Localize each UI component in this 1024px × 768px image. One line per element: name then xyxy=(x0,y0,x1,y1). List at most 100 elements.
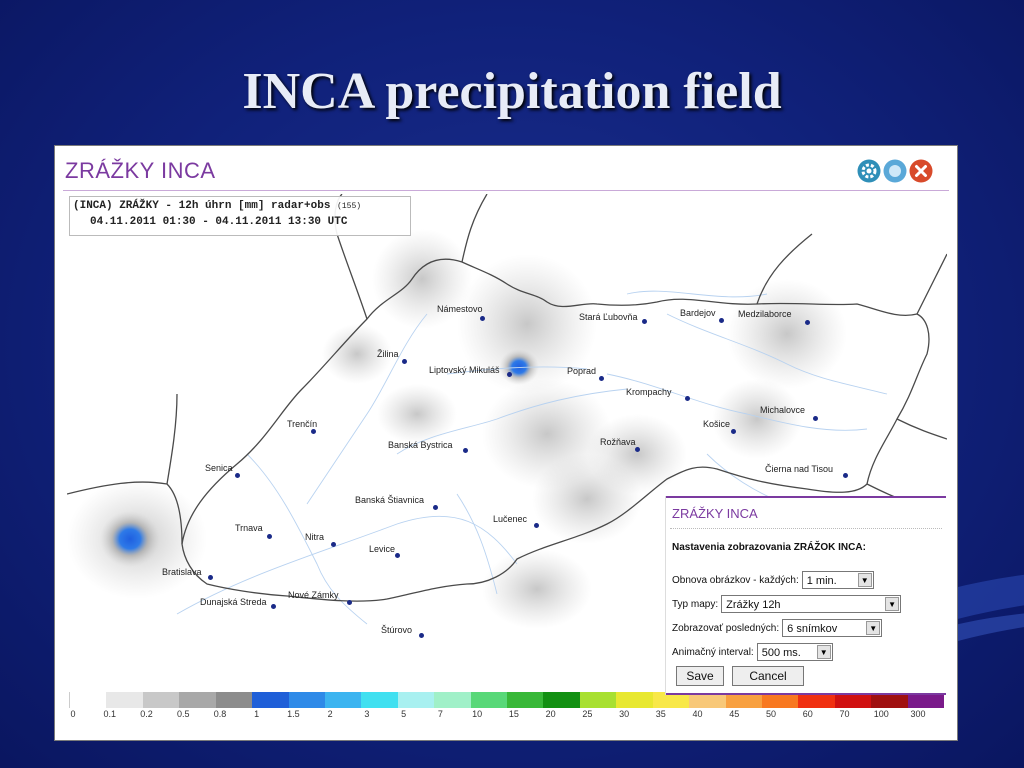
frame-count-value: 6 snímkov xyxy=(787,623,838,635)
city-label: Bardejov xyxy=(680,308,716,318)
city-marker xyxy=(843,473,848,478)
city-marker xyxy=(731,429,736,434)
legend-label: 100 xyxy=(873,709,889,719)
legend-swatch xyxy=(907,692,945,708)
legend-label: 70 xyxy=(839,709,850,719)
settings-panel: ZRÁŽKY INCA Nastavenia zobrazovania ZRÁŽ… xyxy=(666,496,946,695)
city-label: Levice xyxy=(369,544,396,554)
legend-swatch xyxy=(252,692,289,708)
city-label: Stará Ľubovňa xyxy=(579,312,638,322)
legend-label: 50 xyxy=(766,709,777,719)
legend-label: 10 xyxy=(472,709,483,719)
legend-label: 0.5 xyxy=(176,709,190,719)
legend-swatch xyxy=(616,692,653,708)
legend-label: 5 xyxy=(401,709,407,719)
anim-interval-select[interactable]: 500 ms. ▼ xyxy=(756,643,833,661)
city-label: Štúrovo xyxy=(381,625,413,635)
legend-swatch xyxy=(288,692,325,708)
city-marker xyxy=(419,633,424,638)
legend-label: 0.1 xyxy=(103,709,116,719)
chevron-down-icon: ▼ xyxy=(857,573,872,587)
refresh-label: Obnova obrázkov - každých: xyxy=(672,574,799,586)
legend-swatch xyxy=(69,692,107,708)
legend-swatch xyxy=(834,692,872,708)
panel-divider xyxy=(670,528,942,529)
city-label: Nitra xyxy=(305,532,325,542)
city-label: Námestovo xyxy=(437,304,483,314)
frame-count-select[interactable]: 6 snímkov ▼ xyxy=(782,619,883,637)
show-last-row: Zobrazovať posledných: 6 snímkov ▼ xyxy=(672,619,883,637)
city-label: Poprad xyxy=(567,366,597,376)
legend-label: 0.2 xyxy=(140,709,153,719)
slide-title: INCA precipitation field xyxy=(242,63,782,120)
city-marker xyxy=(347,600,352,605)
legend-swatch xyxy=(762,692,799,708)
refresh-icon xyxy=(883,159,907,183)
refresh-button[interactable] xyxy=(883,159,907,183)
station-count: (155) xyxy=(337,202,362,211)
legend-swatch xyxy=(798,692,835,708)
city-marker xyxy=(813,416,818,421)
legend-labels: 0 0.1 0.2 0.5 0.8 1 1.5 2 3 5 7 10 15 20 25 30 35 40 45 50 6… xyxy=(69,709,944,723)
cancel-button[interactable]: Cancel xyxy=(732,666,804,686)
legend-swatch xyxy=(507,692,544,708)
city-label: Trnava xyxy=(235,523,263,533)
show-last-label: Zobrazovať posledných: xyxy=(672,622,780,634)
save-button[interactable]: Save xyxy=(676,666,724,686)
close-button[interactable] xyxy=(909,159,933,183)
map-type-select[interactable]: Zrážky 12h ▼ xyxy=(721,595,902,613)
chevron-down-icon: ▼ xyxy=(885,597,900,611)
city-label: Trenčín xyxy=(287,419,318,429)
city-marker xyxy=(463,448,468,453)
city-marker xyxy=(402,359,407,364)
legend-swatch xyxy=(652,692,690,708)
chevron-down-icon: ▼ xyxy=(816,645,831,659)
city-label: Michalovce xyxy=(760,405,806,415)
refresh-interval-select[interactable]: 1 min. ▼ xyxy=(801,571,874,589)
legend-label: 1 xyxy=(254,709,260,719)
legend-swatch xyxy=(361,692,398,708)
map-type-label: Typ mapy: xyxy=(672,598,719,610)
city-marker xyxy=(235,473,240,478)
city-marker xyxy=(685,396,690,401)
city-label: Lučenec xyxy=(493,514,528,524)
settings-heading: Nastavenia zobrazovania ZRÁŽOK INCA: xyxy=(672,542,866,553)
city-marker xyxy=(599,376,604,381)
legend-label: 2 xyxy=(327,709,333,719)
settings-button[interactable] xyxy=(857,159,881,183)
legend-swatch xyxy=(179,692,216,708)
city-label: Nové Zámky xyxy=(288,590,339,600)
city-marker xyxy=(507,372,512,377)
legend-label: 35 xyxy=(655,709,666,719)
legend-label: 0 xyxy=(70,709,76,719)
precipitation-legend xyxy=(69,692,945,708)
city-marker xyxy=(208,575,213,580)
city-label: Banská Bystrica xyxy=(388,440,453,450)
map-type-row: Typ mapy: Zrážky 12h ▼ xyxy=(672,595,902,613)
anim-interval-row: Animačný interval: 500 ms. ▼ xyxy=(672,643,833,661)
precipitation-map[interactable] xyxy=(67,194,947,694)
legend-swatch xyxy=(397,692,435,708)
city-label: Dunajská Streda xyxy=(200,597,267,607)
legend-label: 15 xyxy=(508,709,519,719)
legend-swatch xyxy=(215,692,253,708)
city-label: Žilina xyxy=(377,349,399,359)
map-header-time-range: 04.11.2011 01:30 - 04.11.2011 13:30 UTC xyxy=(90,216,348,228)
city-marker xyxy=(480,316,485,321)
legend-label: 25 xyxy=(582,709,593,719)
city-label: Bratislava xyxy=(162,567,202,577)
close-icon xyxy=(909,159,933,183)
city-label: Košice xyxy=(703,419,731,429)
city-label: Banská Štiavnica xyxy=(355,495,425,505)
city-marker xyxy=(635,447,640,452)
city-label: Krompachy xyxy=(626,387,672,397)
city-label: Liptovský Mikuláš xyxy=(429,365,500,375)
legend-swatch xyxy=(142,692,180,708)
anim-interval-value: 500 ms. xyxy=(761,647,801,659)
map-header: (INCA) ZRÁŽKY - 12h úhrn [mm] radar+obs … xyxy=(69,196,411,236)
city-label: Rožňava xyxy=(600,437,636,447)
city-marker xyxy=(395,553,400,558)
city-marker xyxy=(433,505,438,510)
legend-swatch xyxy=(689,692,726,708)
city-marker xyxy=(534,523,539,528)
